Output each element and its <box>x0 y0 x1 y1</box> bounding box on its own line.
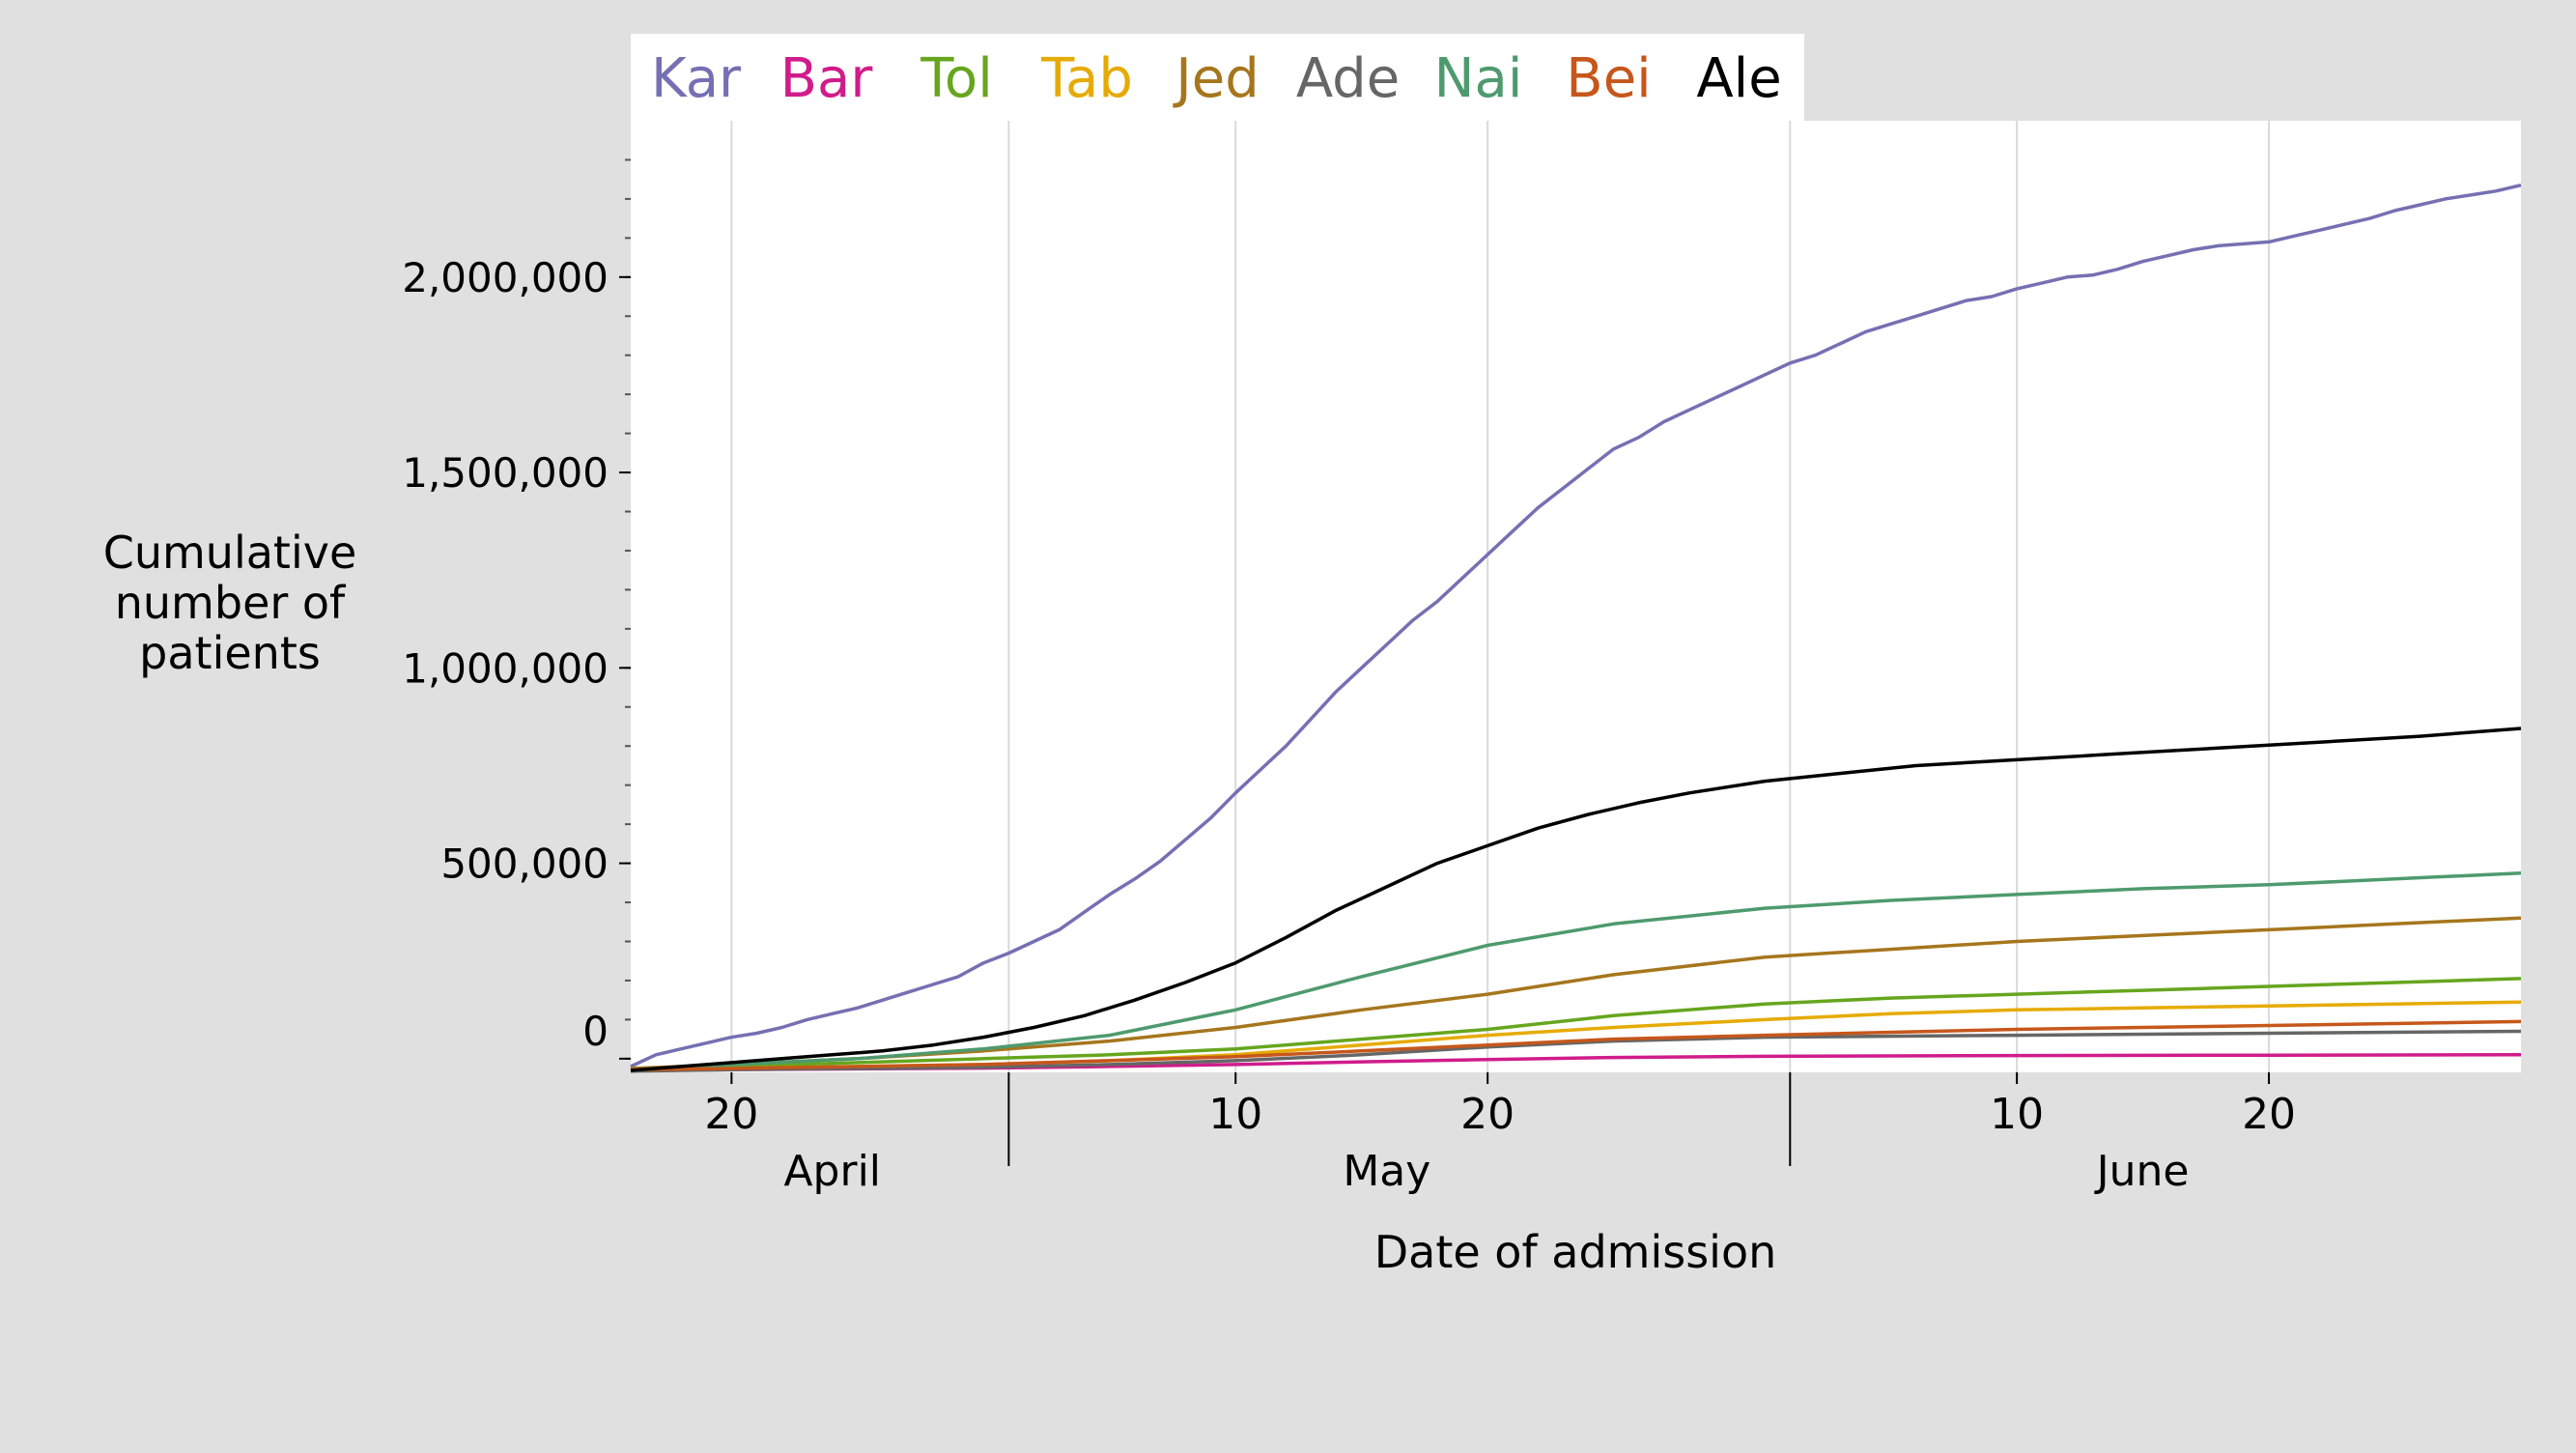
x-tick-label: 20 <box>2242 1090 2296 1139</box>
series-line-bei <box>630 1019 2522 1071</box>
series-layer <box>630 183 2522 1073</box>
x-tick-label: 10 <box>1990 1090 2044 1139</box>
legend-entry-tab: Tab <box>1040 47 1133 110</box>
series-line-nai <box>630 870 2522 1072</box>
series-line-ale <box>630 726 2522 1072</box>
series-line-ade <box>630 1029 2522 1073</box>
legend-entry-bei: Bei <box>1566 47 1651 110</box>
legend-entry-ade: Ade <box>1296 47 1400 110</box>
month-label: June <box>2094 1147 2190 1196</box>
grid-layer <box>730 121 2271 1072</box>
x-tick-label: 20 <box>704 1090 758 1139</box>
y-axis-title-line: Cumulative <box>103 527 357 579</box>
legend-entry-tol: Tol <box>920 47 993 110</box>
y-axis-title-line: number of <box>115 577 347 629</box>
legend-entry-kar: Kar <box>651 47 742 110</box>
y-minor-ticks <box>625 158 631 1060</box>
legend: Kar Bar Tol Tab Jed Ade Nai Bei Ale <box>631 34 1804 121</box>
y-tick-label: 1,000,000 <box>402 644 609 692</box>
legend-entry-jed: Jed <box>1173 47 1260 110</box>
y-tick-label: 2,000,000 <box>402 254 609 301</box>
y-tick-label: 500,000 <box>440 840 609 888</box>
legend-entry-nai: Nai <box>1434 47 1523 110</box>
series-line-tol <box>630 977 2522 1070</box>
plot-area <box>631 121 2521 1072</box>
y-tick-label: 0 <box>582 1008 609 1055</box>
legend-box <box>631 34 1804 121</box>
month-label: April <box>783 1147 881 1196</box>
y-axis: 0 500,000 1,000,000 1,500,000 2,000,000 <box>402 254 631 1060</box>
y-axis-title-line: patients <box>139 627 321 679</box>
month-label: May <box>1343 1147 1430 1196</box>
x-axis-title: Date of admission <box>1374 1226 1777 1278</box>
series-line-kar <box>630 183 2522 1068</box>
legend-entry-ale: Ale <box>1696 47 1781 110</box>
y-tick-label: 1,500,000 <box>402 449 609 497</box>
x-tick-label: 20 <box>1460 1090 1514 1139</box>
legend-entry-bar: Bar <box>780 47 874 110</box>
x-axis: 20 10 20 10 20 April May June <box>704 1072 2296 1196</box>
x-tick-label: 10 <box>1208 1090 1262 1139</box>
